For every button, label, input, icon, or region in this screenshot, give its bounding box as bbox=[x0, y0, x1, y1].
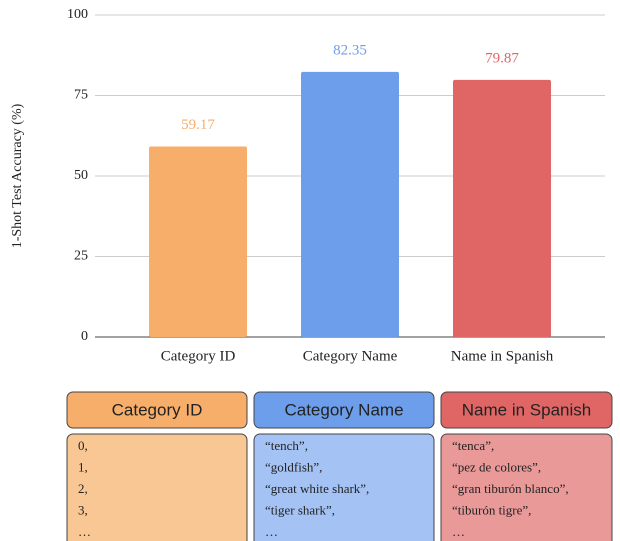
panel-title: Category ID bbox=[112, 400, 203, 419]
value-label: 79.87 bbox=[485, 50, 519, 66]
y-tick-label: 50 bbox=[74, 168, 88, 183]
y-tick-label: 100 bbox=[67, 7, 88, 22]
value-label: 59.17 bbox=[181, 117, 215, 133]
bar bbox=[149, 146, 247, 337]
panel-item: “goldfish”, bbox=[265, 459, 322, 474]
x-tick-label: Category ID bbox=[161, 348, 236, 364]
panel-body bbox=[66, 433, 248, 541]
panel-header bbox=[440, 391, 613, 429]
bar bbox=[301, 71, 399, 337]
panel-item: 0, bbox=[78, 438, 88, 453]
y-tick-label: 75 bbox=[74, 88, 88, 103]
panel-item: “tiger shark”, bbox=[265, 502, 335, 517]
panel-item: “tiburón tigre”, bbox=[452, 502, 531, 517]
x-tick-label: Name in Spanish bbox=[451, 348, 554, 364]
panel-title: Name in Spanish bbox=[462, 400, 591, 419]
y-tick-label: 0 bbox=[81, 329, 88, 344]
panel-item: 1, bbox=[78, 459, 88, 474]
panel-header bbox=[66, 391, 248, 429]
panel-body bbox=[440, 433, 613, 541]
panel-header bbox=[253, 391, 435, 429]
x-tick-label: Category Name bbox=[303, 348, 398, 364]
panel-item: 2, bbox=[78, 481, 88, 496]
panel-item: “great white shark”, bbox=[265, 481, 369, 496]
panel-item: … bbox=[265, 524, 278, 539]
panel-body bbox=[253, 433, 435, 541]
panel-item: “tenca”, bbox=[452, 438, 494, 453]
panel-item: “gran tiburón blanco”, bbox=[452, 481, 569, 496]
value-label: 82.35 bbox=[333, 42, 367, 58]
y-axis-label: 1-Shot Test Accuracy (%) bbox=[10, 103, 25, 248]
bar bbox=[453, 79, 551, 337]
y-tick-label: 25 bbox=[74, 249, 88, 264]
panel-item: “tench”, bbox=[265, 438, 308, 453]
panel-item: “pez de colores”, bbox=[452, 459, 541, 474]
panel-title: Category Name bbox=[284, 400, 403, 419]
panel-item: … bbox=[452, 524, 465, 539]
panel-item: … bbox=[78, 524, 91, 539]
panel-item: 3, bbox=[78, 502, 88, 517]
